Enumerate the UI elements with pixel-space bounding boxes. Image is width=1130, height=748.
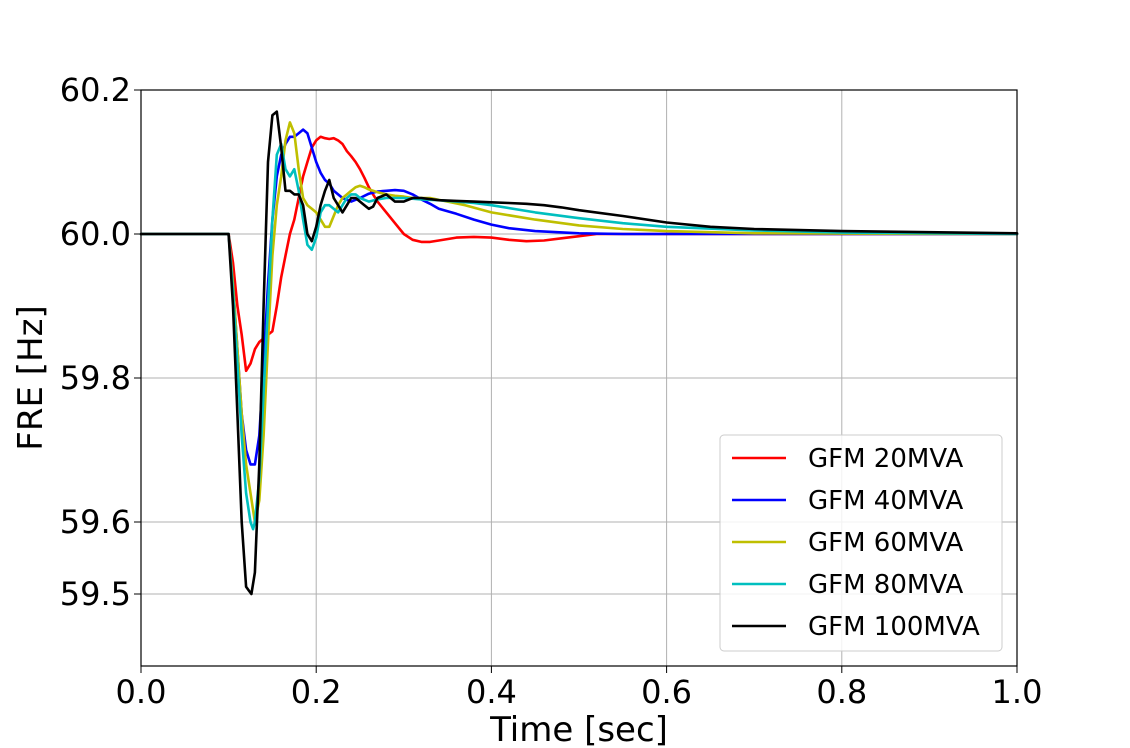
legend-label: GFM 60MVA	[808, 528, 963, 558]
x-tick-label: 0.4	[466, 673, 517, 711]
legend-label: GFM 40MVA	[808, 486, 963, 516]
legend-box	[719, 434, 1003, 652]
series-line-gfm-100mva	[139, 110, 1019, 596]
legend-label: GFM 20MVA	[808, 444, 963, 474]
legend: GFM 20MVA GFM 40MVA GFM 60MVA GFM 80MVA GFM …	[719, 434, 1003, 652]
y-tick-label: 60.0	[60, 215, 131, 253]
x-tick-label: 1.0	[992, 673, 1043, 711]
y-tick-label: 59.5	[60, 575, 131, 613]
legend-label: GFM 100MVA	[808, 612, 980, 642]
axis-ticks: 0.0 0.2 0.4 0.6 0.8 1.0 59.5 59.6 59.8 60.0 60.2	[60, 71, 1043, 711]
x-tick-label: 0.6	[641, 673, 692, 711]
plot-area-frame	[140, 89, 1018, 667]
x-tick-label: 0.2	[291, 673, 342, 711]
series-line-gfm-40mva	[139, 128, 1019, 466]
y-axis-label: FRE [Hz]	[11, 305, 51, 450]
legend-label: GFM 80MVA	[808, 570, 963, 600]
x-axis-label: Time [sec]	[489, 710, 668, 748]
x-tick-label: 0.8	[816, 673, 867, 711]
y-tick-label: 60.2	[60, 71, 131, 109]
data-series	[139, 110, 1019, 596]
x-tick-label: 0.0	[116, 673, 167, 711]
y-tick-label: 59.8	[60, 359, 131, 397]
y-tick-label: 59.6	[60, 503, 131, 541]
